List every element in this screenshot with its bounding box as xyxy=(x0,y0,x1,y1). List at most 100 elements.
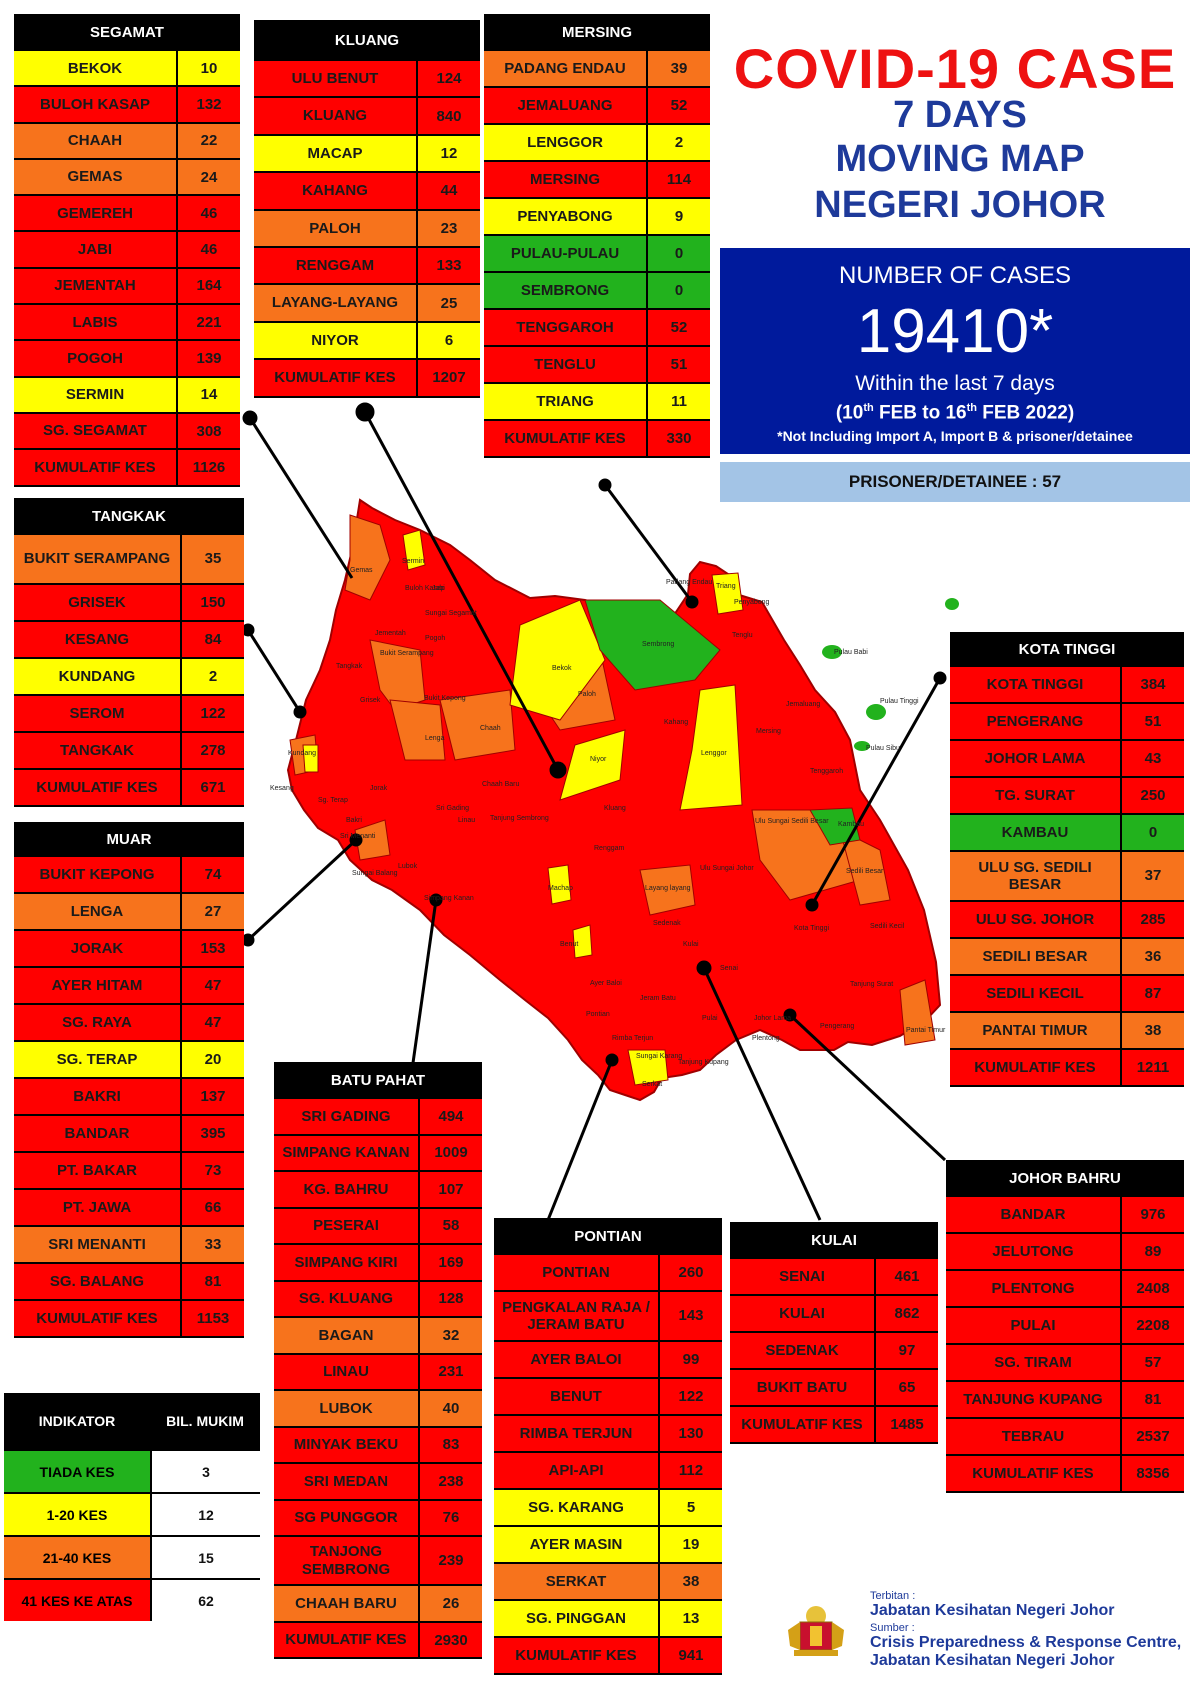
mukim-name: TANJUNG KUPANG xyxy=(963,1390,1103,1408)
mukim-cases: 153 xyxy=(180,931,244,966)
mukim-row: LENGA 27 xyxy=(14,894,244,931)
mukim-cases: 40 xyxy=(418,1391,482,1426)
leader-lines xyxy=(241,402,947,1221)
total-label: KUMULATIF KES xyxy=(972,1464,1094,1482)
mukim-cases: 99 xyxy=(658,1341,722,1377)
mukim-name: KOTA TINGGI xyxy=(986,675,1084,693)
mukim-row: NIYOR 6 xyxy=(254,322,480,361)
mukim-cases: 46 xyxy=(176,196,240,231)
district-title: KOTA TINGGI xyxy=(1018,640,1116,658)
island-pulau-tinggi xyxy=(866,704,886,720)
map-label: Rimba Terjun xyxy=(612,1035,653,1042)
mukim-name: PANTAI TIMUR xyxy=(982,1021,1088,1039)
mukim-row: PT. JAWA 66 xyxy=(14,1190,244,1227)
mukim-cases: 260 xyxy=(658,1255,722,1290)
mukim-cases: 39 xyxy=(646,51,710,86)
region-green-sembrong xyxy=(584,599,721,691)
map-label: Renggam xyxy=(594,845,625,852)
map-label: Johor Lama xyxy=(754,1015,791,1022)
total-label: KUMULATIF KES xyxy=(515,1646,637,1664)
mukim-row: BAKRI 137 xyxy=(14,1079,244,1116)
mukim-name: SG PUNGGOR xyxy=(294,1509,398,1527)
mukim-name: LENGA xyxy=(70,902,124,920)
mukim-name: TEBRAU xyxy=(1001,1427,1065,1445)
map-label: Sembrong xyxy=(642,641,674,648)
map-label: Tanjung Sembrong xyxy=(490,815,549,822)
mukim-row: SG. SEGAMAT 308 xyxy=(14,413,240,451)
mukim-name: LUBOK xyxy=(319,1399,373,1417)
mukim-row: CHAAH BARU 26 xyxy=(274,1586,482,1623)
mukim-row: RENGGAM 133 xyxy=(254,247,480,286)
mukim-name: SG. KARANG xyxy=(528,1498,624,1516)
map-label: Mersing xyxy=(756,728,781,735)
mukim-row: LABIS 221 xyxy=(14,305,240,342)
map-label: Layang layang xyxy=(645,885,691,892)
mukim-cases: 19 xyxy=(658,1526,722,1562)
map-label: Ulu Sungai Sedili Besar xyxy=(755,818,829,825)
mukim-cases: 278 xyxy=(180,732,244,768)
mukim-name: PULAU-PULAU xyxy=(510,244,620,262)
mukim-name: PALOH xyxy=(309,219,361,237)
map-label: Pengerang xyxy=(820,1023,854,1030)
mukim-row: PANTAI TIMUR 38 xyxy=(950,1012,1184,1050)
mukim-row: CHAAH 22 xyxy=(14,123,240,160)
total-value: 2930 xyxy=(418,1622,482,1658)
mukim-cases: 384 xyxy=(1120,667,1184,702)
mukim-row: GRISEK 150 xyxy=(14,584,244,622)
map-label: Plentong xyxy=(752,1035,780,1042)
panel-mersing: MERSING PADANG ENDAU 39 JEMALUANG 52 LENGGOR 2… xyxy=(484,14,710,458)
mukim-name: BANDAR xyxy=(64,1124,130,1142)
mukim-row: JOHOR LAMA 43 xyxy=(950,741,1184,778)
mukim-name: SG. BALANG xyxy=(49,1272,145,1290)
map-label: Paloh xyxy=(578,691,596,698)
mukim-row: JEMENTAH 164 xyxy=(14,268,240,306)
mukim-name: SG. TIRAM xyxy=(994,1353,1072,1371)
mukim-row: MERSING 114 xyxy=(484,162,710,199)
panel-muar: MUAR BUKIT KEPONG 74 LENGA 27 JORAK 153 AYER HI… xyxy=(14,822,244,1338)
mukim-name: TANGKAK xyxy=(60,741,134,759)
total-value: 671 xyxy=(180,769,244,805)
mukim-cases: 139 xyxy=(176,341,240,376)
district-total-row: KUMULATIF KES 1211 xyxy=(950,1049,1184,1087)
mukim-name: ULU BENUT xyxy=(291,70,379,88)
mukim-name: SG. PINGGAN xyxy=(525,1609,626,1627)
mukim-cases: 0 xyxy=(1120,815,1184,850)
mukim-cases: 976 xyxy=(1120,1197,1184,1232)
mukim-name: API-API xyxy=(548,1461,604,1479)
mukim-row: BUKIT KEPONG 74 xyxy=(14,857,244,894)
map-label: Kesang xyxy=(270,785,294,792)
map-label: Pulau Babi xyxy=(834,649,868,656)
mukim-row: SEROM 122 xyxy=(14,695,244,733)
mukim-name: TENGLU xyxy=(534,355,596,373)
mukim-name: CHAAH xyxy=(67,132,123,150)
mukim-name: BAKRI xyxy=(73,1087,121,1105)
legend-label: 1-20 KES xyxy=(4,1494,150,1535)
map-label: Kambau xyxy=(838,821,864,828)
total-label: KUMULATIF KES xyxy=(285,1631,407,1649)
mukim-cases: 24 xyxy=(176,159,240,195)
mukim-cases: 76 xyxy=(418,1500,482,1535)
mukim-name: SERKAT xyxy=(545,1572,607,1590)
mukim-name: BULOH KASAP xyxy=(39,95,150,113)
mukim-row: TANJUNG KUPANG 81 xyxy=(946,1382,1184,1419)
crest-logo xyxy=(788,1606,844,1656)
mukim-cases: 43 xyxy=(1120,741,1184,776)
cases-range: (10th FEB to 16th FEB 2022) xyxy=(835,402,1075,424)
mukim-cases: 2408 xyxy=(1120,1271,1184,1306)
mukim-row: BUKIT BATU 65 xyxy=(730,1370,938,1407)
district-total-row: KUMULATIF KES 941 xyxy=(494,1637,722,1675)
island-far xyxy=(945,598,959,610)
mukim-name: JOHOR LAMA xyxy=(984,749,1086,767)
mukim-cases: 2 xyxy=(646,125,710,160)
district-total-row: KUMULATIF KES 8356 xyxy=(946,1456,1184,1493)
mukim-row: TEBRAU 2537 xyxy=(946,1419,1184,1456)
map-label: Tangkak xyxy=(336,663,363,670)
mukim-name: RIMBA TERJUN xyxy=(519,1424,633,1442)
mukim-row: KESANG 84 xyxy=(14,621,244,659)
mukim-row: KOTA TINGGI 384 xyxy=(950,667,1184,704)
mukim-cases: 38 xyxy=(1120,1012,1184,1048)
mukim-row: TG. SURAT 250 xyxy=(950,778,1184,815)
main-title: COVID-19 CASE xyxy=(733,37,1177,100)
mukim-row: POGOH 139 xyxy=(14,341,240,378)
